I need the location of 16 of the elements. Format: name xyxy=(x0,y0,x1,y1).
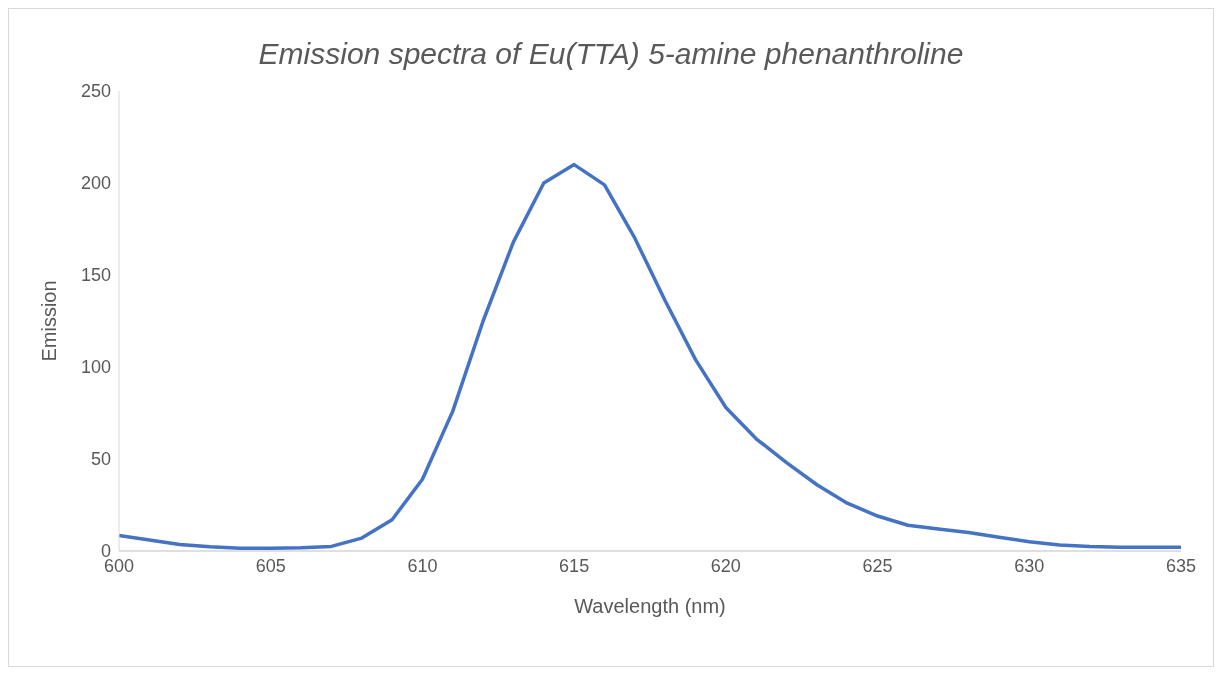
x-tick-label: 625 xyxy=(862,555,893,576)
chart-title: Emission spectra of Eu(TTA) 5-amine phenanthroline xyxy=(257,37,965,71)
x-tick-label: 610 xyxy=(407,555,438,576)
x-tick-label: 635 xyxy=(1165,555,1197,576)
line-series xyxy=(119,162,1181,550)
y-tick-label: 200 xyxy=(80,173,111,194)
x-axis-title: Wavelength (nm) xyxy=(574,595,726,617)
x-tick-label: 605 xyxy=(255,555,286,576)
y-tick-label: 100 xyxy=(80,357,111,378)
x-tick-label: 630 xyxy=(1014,555,1045,576)
y-tick-label: 250 xyxy=(80,81,111,102)
x-tick-label: 615 xyxy=(559,555,590,576)
y-tick-label: 50 xyxy=(90,449,111,470)
x-tick-label: 620 xyxy=(710,555,741,576)
y-axis-title: Emission xyxy=(38,280,61,362)
y-tick-label: 150 xyxy=(80,265,111,286)
